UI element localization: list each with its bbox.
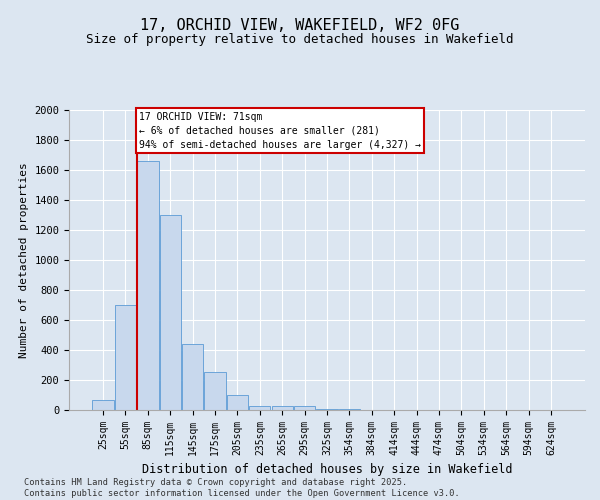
- Text: 17 ORCHID VIEW: 71sqm
← 6% of detached houses are smaller (281)
94% of semi-deta: 17 ORCHID VIEW: 71sqm ← 6% of detached h…: [139, 112, 421, 150]
- Bar: [115, 305, 136, 410]
- Text: Size of property relative to detached houses in Wakefield: Size of property relative to detached ho…: [86, 32, 514, 46]
- Bar: [227, 395, 248, 410]
- Bar: [92, 400, 114, 410]
- Bar: [272, 406, 293, 410]
- Bar: [205, 372, 226, 410]
- Bar: [137, 161, 158, 410]
- Bar: [316, 408, 338, 410]
- Bar: [182, 344, 203, 410]
- X-axis label: Distribution of detached houses by size in Wakefield: Distribution of detached houses by size …: [142, 464, 512, 476]
- Bar: [160, 215, 181, 410]
- Text: Contains HM Land Registry data © Crown copyright and database right 2025.
Contai: Contains HM Land Registry data © Crown c…: [24, 478, 460, 498]
- Text: 17, ORCHID VIEW, WAKEFIELD, WF2 0FG: 17, ORCHID VIEW, WAKEFIELD, WF2 0FG: [140, 18, 460, 32]
- Bar: [249, 406, 271, 410]
- Y-axis label: Number of detached properties: Number of detached properties: [19, 162, 29, 358]
- Bar: [294, 406, 315, 410]
- Bar: [339, 409, 360, 410]
